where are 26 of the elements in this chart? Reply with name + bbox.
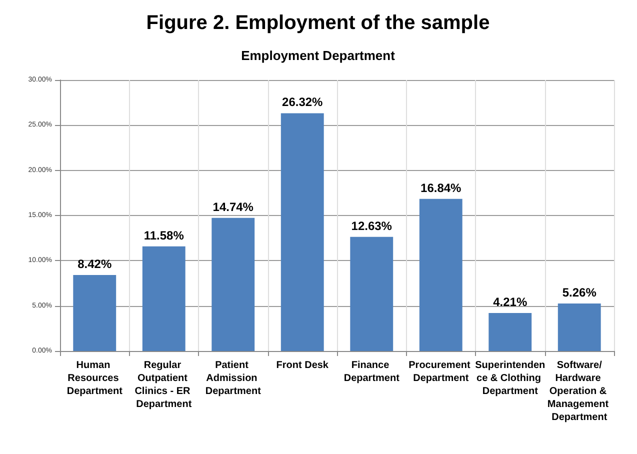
x-tick-label: Front Desk — [276, 360, 329, 371]
data-label: 14.74% — [212, 200, 254, 214]
data-label: 26.32% — [282, 95, 324, 110]
bar — [280, 113, 324, 351]
chart-subtitle: Employment Department — [241, 48, 396, 63]
data-label: 16.84% — [420, 180, 462, 195]
data-label: 8.42% — [78, 256, 112, 271]
bar — [142, 246, 186, 351]
bar — [212, 218, 255, 351]
data-label: 11.58% — [144, 228, 184, 242]
x-tick-label: Human Resources Department — [66, 360, 124, 397]
x-tick-label: Superintendence & Clothing Department — [475, 360, 546, 397]
x-tick-label: Software/Hardware Operation & Management Department — [547, 360, 612, 423]
data-label: 12.63% — [351, 218, 392, 233]
bar — [558, 303, 601, 351]
bar — [350, 236, 394, 351]
x-tick-label: Patient Admission Department — [205, 360, 262, 397]
chart-title: Figure 2. Employment of the sample — [146, 12, 490, 34]
bar — [488, 312, 532, 351]
x-tick-label: Procurement Department — [408, 360, 474, 384]
data-label: 5.26% — [562, 285, 597, 300]
data-label: 4.21% — [493, 294, 528, 309]
x-tick-label: Finance Department — [344, 360, 400, 384]
bar — [419, 198, 462, 351]
bar — [73, 274, 116, 351]
x-tick-label: Regular Outpatient Clinics - ER Department — [134, 360, 194, 410]
